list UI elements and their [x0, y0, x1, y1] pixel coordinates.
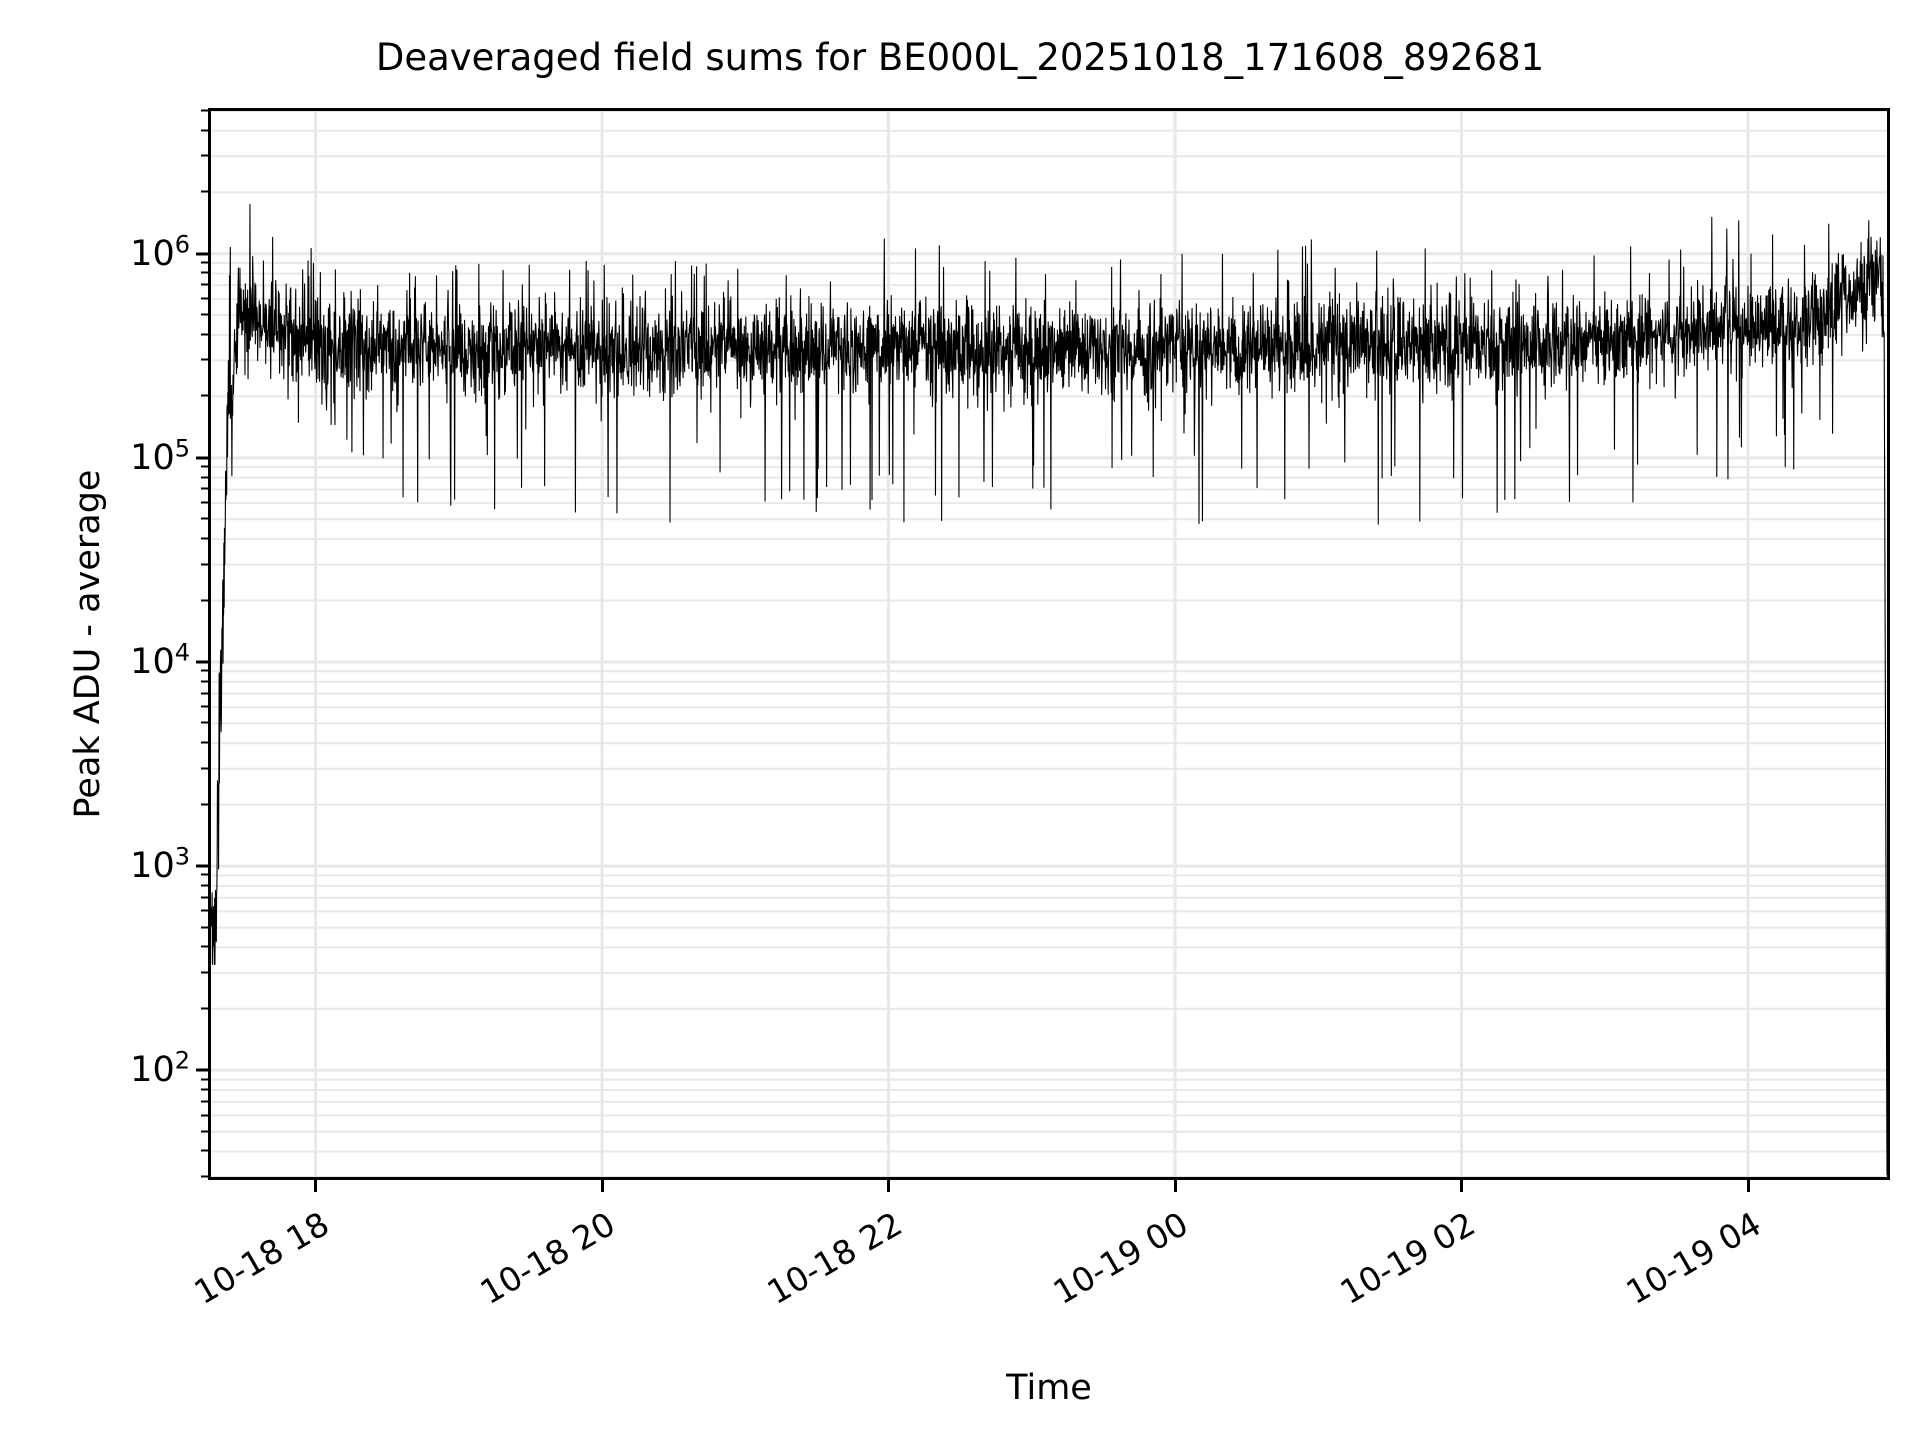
y-axis-label: Peak ADU - average [68, 469, 108, 819]
y-tick-mark-minor [201, 803, 208, 806]
x-tick-mark [1746, 1180, 1750, 1192]
data-series-line [211, 203, 1887, 1176]
y-tick-mark-minor [201, 705, 208, 708]
y-tick-mark-minor [201, 501, 208, 504]
y-tick-mark [196, 252, 208, 256]
y-tick-mark [196, 1068, 208, 1072]
y-tick-mark-minor [201, 945, 208, 948]
y-tick-mark-minor [201, 129, 208, 132]
y-tick-mark [196, 864, 208, 868]
y-tick-mark-minor [201, 358, 208, 361]
x-tick-mark [1460, 1180, 1464, 1192]
y-tick-label: 105 [130, 434, 190, 478]
y-tick-mark-minor [201, 669, 208, 672]
page-title: Deaveraged field sums for BE000L_2025101… [375, 36, 1545, 79]
y-tick-label: 104 [130, 638, 190, 682]
y-tick-mark-minor [201, 394, 208, 397]
y-tick-mark-minor [201, 926, 208, 929]
y-tick-label: 106 [130, 230, 190, 274]
y-tick-mark-minor [201, 261, 208, 264]
y-tick-mark-minor [201, 487, 208, 490]
y-tick-mark-minor [201, 313, 208, 316]
y-tick-label: 103 [130, 842, 190, 887]
y-tick-mark-minor [201, 154, 208, 157]
y-tick-mark-minor [201, 297, 208, 300]
y-tick-mark-minor [201, 1007, 208, 1010]
y-tick-mark-minor [201, 1114, 208, 1117]
x-tick-mark [887, 1180, 891, 1192]
x-tick-label: 10-19 02 [1333, 1204, 1482, 1312]
y-tick-mark-minor [201, 599, 208, 602]
y-tick-mark-minor [201, 109, 208, 112]
x-tick-label: 10-18 18 [187, 1204, 336, 1312]
y-tick-mark-minor [201, 537, 208, 540]
y-tick-mark-minor [201, 563, 208, 566]
y-tick-mark-minor [201, 190, 208, 193]
y-tick-mark-minor [201, 476, 208, 479]
x-tick-label: 10-19 04 [1619, 1204, 1768, 1312]
x-tick-mark [314, 1180, 318, 1192]
gridlines [211, 111, 1887, 1177]
y-tick-mark [196, 660, 208, 664]
y-tick-mark-minor [201, 741, 208, 744]
y-tick-mark-minor [201, 680, 208, 683]
y-tick-mark-minor [201, 283, 208, 286]
y-tick-mark [196, 456, 208, 460]
y-tick-mark-minor [201, 333, 208, 336]
series-plot [211, 111, 1887, 1177]
y-tick-mark-minor [201, 1088, 208, 1091]
x-tick-mark [1173, 1180, 1177, 1192]
x-tick-label: 10-18 20 [473, 1204, 622, 1312]
plot-area [208, 108, 1890, 1180]
y-tick-mark-minor [201, 909, 208, 912]
y-tick-mark-minor [201, 1130, 208, 1133]
y-tick-mark-minor [201, 1149, 208, 1152]
y-tick-mark-minor [201, 517, 208, 520]
y-tick-mark-minor [201, 884, 208, 887]
y-tick-mark-minor [201, 1100, 208, 1103]
y-tick-mark-minor [201, 1175, 208, 1178]
y-tick-mark-minor [201, 721, 208, 724]
y-tick-mark-minor [201, 971, 208, 974]
y-tick-mark-minor [201, 873, 208, 876]
y-tick-mark-minor [201, 896, 208, 899]
y-tick-mark-minor [201, 692, 208, 695]
x-tick-label: 10-19 00 [1046, 1204, 1195, 1312]
x-tick-label: 10-18 22 [760, 1204, 909, 1312]
y-tick-mark-minor [201, 465, 208, 468]
y-tick-mark-minor [201, 767, 208, 770]
y-tick-mark-minor [201, 271, 208, 274]
y-tick-mark-minor [201, 1078, 208, 1081]
y-tick-label: 102 [130, 1046, 190, 1091]
x-axis-label: Time [1006, 1368, 1092, 1408]
x-tick-mark [600, 1180, 604, 1192]
